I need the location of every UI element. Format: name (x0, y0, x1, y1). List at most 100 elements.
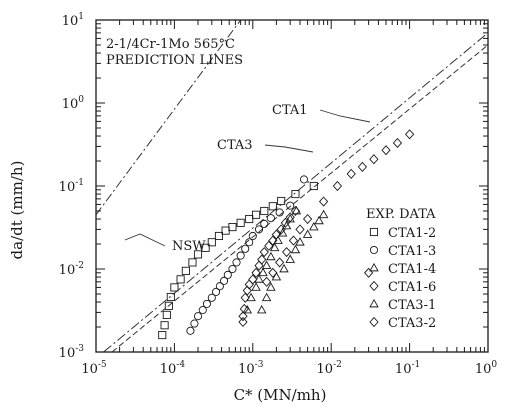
point-cta1-2 (291, 189, 300, 199)
point-cta1-4 (242, 304, 253, 314)
series-cta3-2 (261, 129, 415, 287)
point-cta3-1 (279, 263, 289, 273)
point-cta1-6 (248, 274, 258, 285)
point-cta1-4 (251, 282, 261, 291)
point-cta1-2 (268, 202, 277, 211)
point-cta1-4 (281, 220, 292, 230)
point-cta1-2 (214, 231, 223, 241)
point-cta1-6 (271, 229, 282, 240)
point-cta1-3 (223, 270, 232, 279)
point-cta1-6 (239, 303, 249, 315)
point-cta1-3 (286, 201, 295, 210)
point-cta3-2 (404, 129, 415, 140)
legend-label-cta3-2: CTA3-2 (388, 316, 436, 331)
legend-marker-cta1-6 (369, 280, 379, 292)
point-cta1-3 (299, 175, 309, 184)
point-cta1-2 (309, 181, 318, 191)
point-cta3-1 (309, 221, 319, 231)
point-cta1-6 (290, 205, 301, 217)
y-tick-label: 101 (62, 12, 84, 29)
point-cta1-6 (268, 235, 278, 246)
axis-ticks: 10-5 10-4 10-3 10-2 10-1 100 10-3 10-2 10-1 100 10… (59, 12, 498, 377)
point-cta1-6 (240, 292, 250, 303)
point-cta1-2 (181, 266, 190, 275)
point-cta3-1 (285, 254, 295, 263)
point-cta1-2 (188, 258, 197, 267)
legend-marker-cta1-4 (369, 262, 379, 272)
point-cta1-3 (266, 214, 275, 223)
point-cta1-2 (277, 196, 286, 206)
legend-marker-cta1-3 (369, 245, 379, 255)
legend-title: EXP. DATA (366, 207, 436, 222)
point-cta3-2 (268, 267, 278, 278)
x-tick-label: 100 (475, 360, 498, 377)
label-cta3: CTA3 (217, 138, 253, 153)
point-cta1-2 (160, 321, 169, 330)
x-tick-label: 10-5 (81, 360, 107, 377)
leader-cta3 (264, 144, 314, 153)
legend-marker-cta1-2 (369, 227, 379, 237)
y-axis-label: da/dt (mm/h) (8, 161, 26, 260)
label-nsw: NSW (172, 239, 206, 254)
point-cta1-2 (158, 331, 167, 340)
x-tick-label: 10-3 (238, 360, 264, 377)
point-cta1-3 (232, 258, 241, 267)
point-cta1-6 (257, 254, 267, 265)
y-tick-label: 10-3 (59, 344, 85, 361)
point-cta1-3 (212, 287, 221, 296)
point-cta3-2 (282, 246, 292, 258)
point-cta1-3 (190, 319, 199, 328)
point-cta3-2 (275, 257, 285, 268)
y-tick-label: 10-2 (59, 261, 84, 278)
legend-label-cta1-3: CTA1-3 (388, 244, 436, 259)
point-cta3-2 (369, 154, 379, 165)
data-points (158, 129, 415, 340)
point-cta3-2 (318, 196, 329, 207)
point-cta1-2 (245, 214, 254, 224)
x-tick-label: 10-1 (395, 360, 420, 377)
point-cta1-4 (269, 242, 280, 252)
point-cta1-6 (264, 240, 274, 251)
point-cta1-2 (228, 223, 237, 232)
point-cta3-1 (266, 282, 276, 291)
point-cta1-6 (251, 267, 261, 278)
legend-label-cta1-4: CTA1-4 (388, 262, 436, 277)
point-cta1-4 (266, 251, 276, 261)
x-tick-label: 10-2 (317, 360, 342, 377)
y-tick-label: 100 (62, 95, 85, 112)
y-tick-label: 10-1 (59, 178, 84, 195)
point-cta1-2 (201, 243, 210, 252)
point-cta1-2 (221, 226, 230, 235)
point-cta3-2 (332, 180, 343, 192)
point-cta1-2 (166, 292, 175, 302)
point-cta3-1 (302, 229, 313, 238)
series-cta1-2 (158, 181, 318, 340)
x-axis-label: C* (MN/mh) (234, 386, 327, 404)
point-cta3-2 (392, 137, 403, 149)
point-cta1-4 (261, 260, 272, 269)
point-cta1-2 (260, 206, 269, 216)
point-cta1-4 (258, 267, 268, 277)
legend-label-cta3-1: CTA3-1 (388, 298, 436, 313)
point-cta1-3 (236, 251, 245, 260)
point-cta1-2 (162, 310, 171, 319)
point-cta3-1 (256, 304, 267, 314)
point-cta1-3 (275, 208, 284, 217)
point-cta1-3 (193, 312, 203, 321)
legend-marker-cta3-1 (369, 298, 379, 308)
point-cta1-3 (254, 225, 264, 234)
x-tick-label: 10-4 (160, 360, 186, 377)
point-cta3-2 (357, 161, 368, 172)
leader-cta1 (319, 109, 371, 123)
annotation-prediction: PREDICTION LINES (106, 53, 243, 68)
point-cta1-2 (236, 218, 245, 227)
point-cta1-3 (202, 299, 211, 308)
point-cta1-3 (220, 276, 229, 285)
legend-label-cta1-6: CTA1-6 (388, 280, 436, 295)
point-cta1-3 (228, 264, 237, 274)
point-cta3-1 (290, 244, 301, 254)
legend-label-cta1-2: CTA1-2 (388, 226, 436, 241)
point-cta1-3 (198, 306, 207, 315)
point-cta3-2 (346, 168, 356, 179)
